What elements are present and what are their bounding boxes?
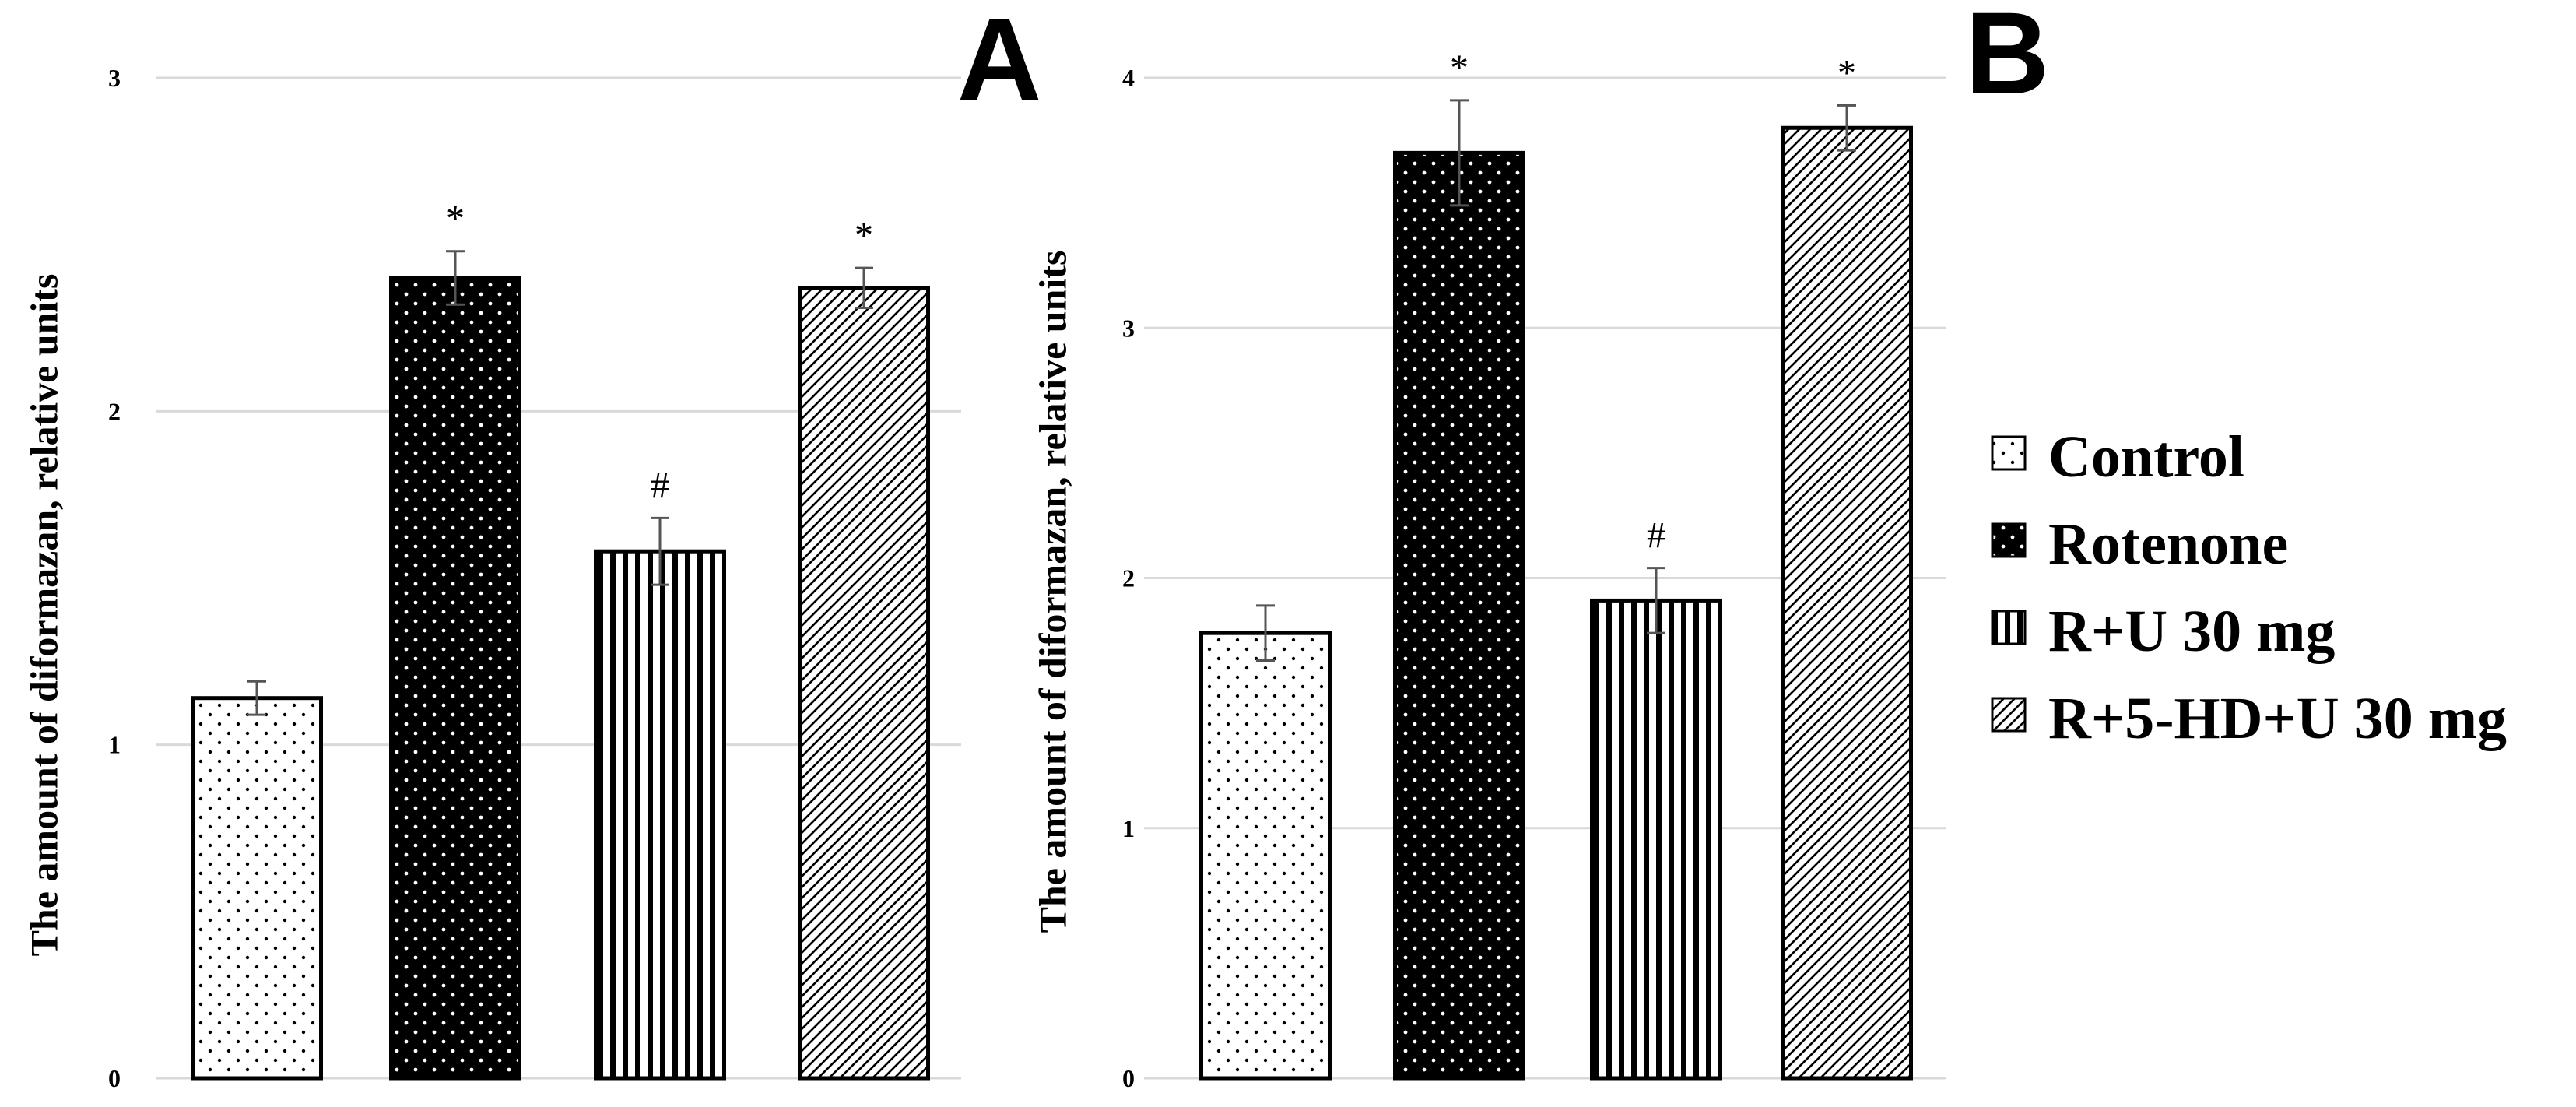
- y-tick-label: 2: [1122, 564, 1135, 592]
- y-tick-label: 1: [1122, 814, 1135, 842]
- panel-b: The amount of diformazan, relative units…: [1030, 0, 2049, 1092]
- y-axis-label: The amount of diformazan, relative units: [22, 274, 65, 957]
- bar-r-5-hd-u-30-mg: [1781, 125, 1913, 1081]
- y-tick-label: 4: [1122, 64, 1135, 92]
- bar-rotenone: [1393, 150, 1525, 1081]
- legend-swatch: [1991, 610, 2027, 645]
- legend-item-r-u-30-mg: R+U 30 mg: [1991, 599, 2335, 664]
- legend-item-rotenone: Rotenone: [1991, 511, 2288, 577]
- bars: * # *: [1199, 47, 1913, 1081]
- significance-marker: #: [1647, 515, 1665, 557]
- y-tick-label: 0: [108, 1064, 121, 1092]
- significance-marker: *: [1450, 47, 1469, 89]
- legend-item-r-5hd-u-30-mg: R+5-HD+U 30 mg: [1991, 686, 2507, 751]
- bar-control: [1199, 631, 1332, 1081]
- legend-item-control: Control: [1991, 424, 2244, 490]
- bar-r-u-30-mg: [594, 549, 726, 1081]
- y-tick-labels: 0 1 2 3 4: [1122, 64, 1135, 1092]
- y-tick-label: 1: [108, 731, 121, 759]
- legend-label: R+U 30 mg: [2048, 599, 2335, 664]
- y-tick-label: 3: [1122, 314, 1135, 342]
- significance-marker: #: [651, 465, 669, 506]
- legend-label: Rotenone: [2048, 511, 2288, 577]
- significance-marker: *: [1837, 52, 1856, 93]
- legend-label: Control: [2048, 424, 2244, 490]
- bars: * # *: [191, 199, 930, 1081]
- y-tick-label: 3: [108, 64, 121, 92]
- legend-label: R+5-HD+U 30 mg: [2048, 686, 2507, 751]
- significance-marker: *: [855, 215, 873, 256]
- legend-swatch: [1991, 522, 2027, 558]
- bar-rotenone: [389, 276, 521, 1081]
- y-axis-label: The amount of diformazan, relative units: [1030, 251, 1074, 933]
- y-tick-label: 0: [1122, 1064, 1135, 1092]
- bar-r-u-30-mg: [1590, 598, 1722, 1081]
- y-tick-label: 2: [108, 397, 121, 425]
- panel-label: A: [957, 0, 1041, 125]
- legend: Control Rotenone R+U 30 mg R+5-HD+U 30 m…: [1991, 424, 2507, 751]
- panel-label: B: [1965, 0, 2049, 118]
- legend-swatch: [1991, 435, 2027, 471]
- bar-control: [191, 696, 323, 1081]
- significance-marker: *: [446, 199, 465, 240]
- legend-swatch: [1991, 697, 2027, 733]
- bar-r-5-hd-u-30-mg: [798, 286, 930, 1081]
- panel-a: The amount of diformazan, relative units…: [22, 0, 1041, 1092]
- y-tick-labels: 0 1 2 3: [108, 64, 121, 1092]
